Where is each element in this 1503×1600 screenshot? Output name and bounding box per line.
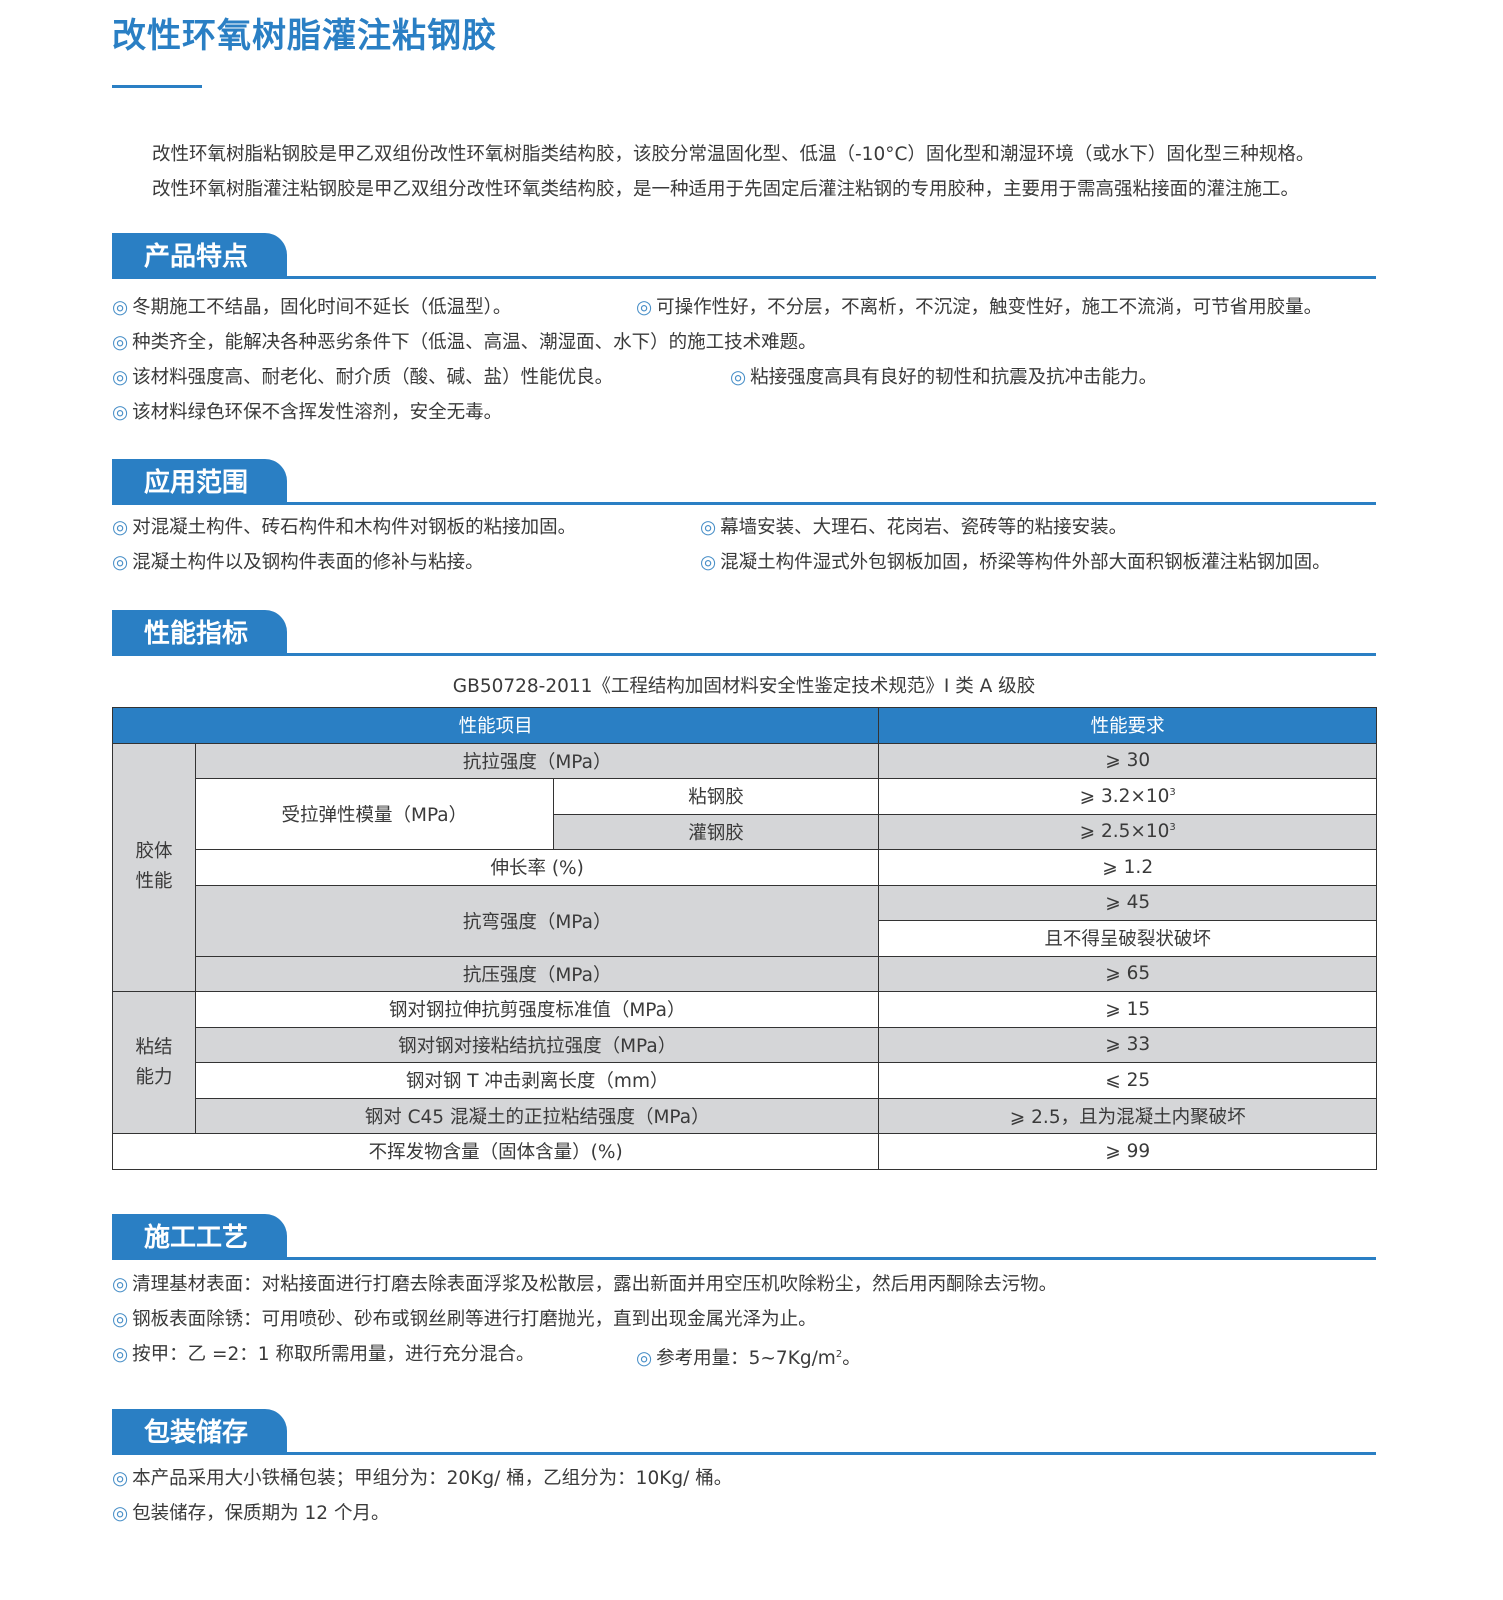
list-item: ◎ 包装储存，保质期为 12 个月。 (112, 1503, 390, 1524)
cell: ⩽ 25 (878, 1062, 1377, 1099)
section-title: 包装储存 (112, 1409, 287, 1455)
cell: 钢对钢拉伸抗剪强度标准值（MPa） (194, 991, 880, 1028)
table-row: 抗压强度（MPa） ⩾ 65 (113, 955, 1377, 992)
cell: ⩾ 3.2×103 (878, 778, 1377, 815)
cell: ⩾ 33 (878, 1026, 1377, 1063)
table-row: 钢对 C45 混凝土的正拉粘结强度（MPa） ⩾ 2.5，且为混凝土内聚破坏 (113, 1097, 1377, 1134)
cell: ⩾ 99 (878, 1133, 1377, 1170)
title-underline (112, 85, 202, 88)
list-item: ◎ 该材料绿色环保不含挥发性溶剂，安全无毒。 (112, 402, 503, 423)
cell: ⩾ 1.2 (878, 849, 1377, 886)
table-row: 灌钢胶 ⩾ 2.5×103 (113, 813, 1377, 850)
cell: 钢对钢对接粘结抗拉强度（MPa） (194, 1026, 880, 1063)
list-item: ◎ 该材料强度高、耐老化、耐介质（酸、碱、盐）性能优良。 ◎ 粘接强度高具有良好的韧性… (112, 367, 1158, 388)
list-item: ◎ 本产品采用大小铁桶包装；甲组分为：20Kg/ 桶，乙组分为：10Kg/ 桶。 (112, 1468, 733, 1489)
cell: ⩾ 2.5，且为混凝土内聚破坏 (878, 1097, 1377, 1134)
cell: 抗弯强度（MPa） (194, 884, 880, 957)
section-header-construction: 施工工艺 (112, 1214, 1376, 1260)
table-row: 受拉弹性模量（MPa） 粘钢胶 ⩾ 3.2×103 (113, 778, 1377, 850)
list-item: ◎ 钢板表面除锈：可用喷砂、砂布或钢丝刷等进行打磨抛光，直到出现金属光泽为止。 (112, 1309, 817, 1330)
cell: 粘钢胶 (552, 778, 880, 815)
column-header: 性能要求 (878, 707, 1377, 744)
table-row: 钢对钢 T 冲击剥离长度（mm） ⩽ 25 (113, 1062, 1377, 1099)
table-caption: GB50728-2011《工程结构加固材料安全性鉴定技术规范》I 类 A 级胶 (452, 676, 1036, 697)
cell: 钢对钢 T 冲击剥离长度（mm） (194, 1062, 880, 1099)
cell: 抗拉强度（MPa） (194, 742, 880, 779)
section-title: 应用范围 (112, 459, 287, 505)
column-header: 性能项目 (111, 707, 880, 744)
group-label: 粘结能力 (112, 991, 196, 1134)
cell: 伸长率 (%) (194, 849, 880, 886)
intro-paragraph: 改性环氧树脂灌注粘钢胶是甲乙双组分改性环氧类结构胶，是一种适用于先固定后灌注粘钢… (152, 179, 1300, 200)
section-header-packaging: 包装储存 (112, 1409, 1376, 1455)
page-title: 改性环氧树脂灌注粘钢胶 (112, 16, 497, 56)
cell: 灌钢胶 (552, 813, 880, 850)
table-row: 不挥发物含量（固体含量）(%) ⩾ 99 (111, 1133, 1377, 1170)
cell: ⩾ 2.5×103 (878, 813, 1377, 850)
list-item: ◎ 按甲：乙 =2：1 称取所需用量，进行充分混合。 ◎ 参考用量：5~7Kg/m2。 (112, 1344, 861, 1370)
cell: 钢对 C45 混凝土的正拉粘结强度（MPa） (194, 1097, 880, 1134)
table-row: 伸长率 (%) ⩾ 1.2 (113, 849, 1377, 886)
cell: ⩾ 65 (878, 955, 1377, 992)
cell: ⩾ 15 (878, 991, 1377, 1028)
list-item: ◎ 种类齐全，能解决各种恶劣条件下（低温、高温、潮湿面、水下）的施工技术难题。 (112, 332, 817, 353)
performance-table: 性能项目 性能要求 胶体 性能 抗拉强度（MPa） ⩾ 30 受拉弹性模量（MPa）粘… (111, 707, 1377, 1170)
table-row: 抗弯强度（MPa） ⩾ 45 (113, 884, 1377, 957)
table-row: 粘结能力 钢对钢拉伸抗剪强度标准值（MPa） ⩾ 15 (112, 991, 1377, 1134)
cell: ⩾ 45 (878, 884, 1377, 921)
list-item: ◎ 清理基材表面：对粘接面进行打磨去除表面浮浆及松散层，露出新面并用空压机吹除粉尘… (112, 1274, 1058, 1295)
section-title: 施工工艺 (112, 1214, 287, 1260)
intro-paragraph: 改性环氧树脂粘钢胶是甲乙双组份改性环氧树脂类结构胶，该胶分常温固化型、低温（-1… (152, 144, 1315, 165)
section-title: 性能指标 (112, 610, 287, 656)
table-row: 胶体 性能 抗拉强度（MPa） ⩾ 30 (112, 742, 1377, 992)
cell: 抗压强度（MPa） (194, 955, 880, 992)
list-item: ◎ 混凝土构件以及钢构件表面的修补与粘接。 ◎ 混凝土构件湿式外包钢板加固，桥梁等构件… (112, 552, 1331, 573)
section-header-features: 产品特点 (112, 233, 1376, 279)
section-header-performance: 性能指标 (112, 610, 1376, 656)
list-item: ◎ 对混凝土构件、砖石构件和木构件对钢板的粘接加固。 ◎ 幕墙安装、大理石、花岗岩、瓷… (112, 517, 1128, 538)
cell: 不挥发物含量（固体含量）(%) (111, 1133, 880, 1170)
section-title: 产品特点 (112, 233, 287, 279)
section-header-application: 应用范围 (112, 459, 1376, 505)
list-item: ◎ 冬期施工不结晶，固化时间不延长（低温型）。 ◎ 可操作性好，不分层，不离析，不沉淀… (112, 297, 1323, 318)
table-row: 且不得呈破裂状破坏 (113, 920, 1377, 957)
group-label: 胶体 性能 (112, 742, 196, 992)
cell: 且不得呈破裂状破坏 (878, 920, 1377, 957)
cell: ⩾ 30 (878, 742, 1377, 779)
cell: 受拉弹性模量（MPa） (194, 778, 554, 850)
table-row: 钢对钢对接粘结抗拉强度（MPa） ⩾ 33 (113, 1026, 1377, 1063)
